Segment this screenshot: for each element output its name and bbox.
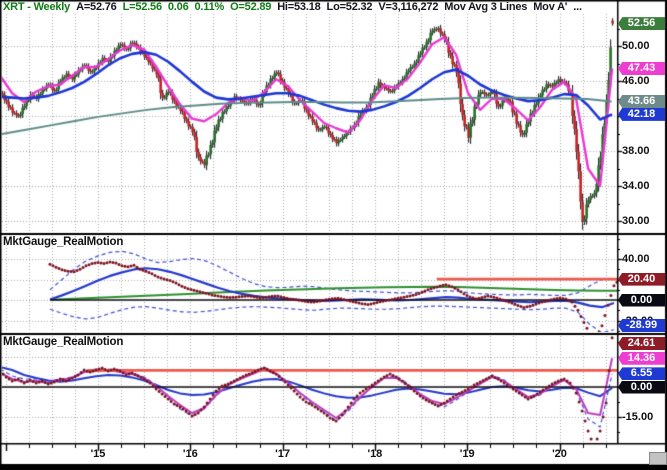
price-badge: 43.66 [618, 94, 665, 108]
price-badge: 20.40 [618, 272, 665, 286]
quote-field: Mov A' [533, 1, 568, 13]
y-axis-tick-label: 34.00 [622, 180, 650, 192]
price-badge: 24.61 [618, 337, 665, 350]
quote-fields: A=52.76 L=52.56 0.06 0.11% O=52.89 Hi=53.18 Lo… [76, 1, 582, 13]
x-axis-year-label: '17 [275, 448, 291, 460]
panel3-indicator-label: MktGauge_RealMotion [3, 336, 124, 348]
y-axis-tick-label: 38.00 [622, 145, 650, 157]
quote-field: O=52.89 [230, 1, 272, 13]
price-badge: -28.99 [618, 319, 665, 332]
y-axis-tick-label: -15.00 [622, 411, 654, 423]
quote-field: Mov Avg 3 Lines [444, 1, 528, 13]
y-axis-tick-label: 46.00 [622, 75, 650, 87]
price-badge: 0.00 [618, 380, 665, 394]
x-axis-year-label: '20 [552, 448, 567, 460]
price-badge: 47.43 [618, 61, 665, 75]
quote-field: Lo=52.32 [326, 1, 373, 13]
x-axis-year-label: '18 [367, 448, 383, 460]
symbol-label: XRT - Weekly [3, 1, 71, 13]
quote-field: V=3,116,272 [378, 1, 439, 13]
resize-grip[interactable] [649, 452, 667, 465]
x-axis-year-label: '16 [182, 448, 198, 460]
quote-field: Hi=53.18 [277, 1, 321, 13]
y-axis-tick-label: 50.00 [622, 40, 650, 52]
panel2-indicator-label: MktGauge_RealMotion [3, 236, 124, 248]
price-badge: 0.00 [618, 293, 665, 307]
price-badge: 6.55 [618, 367, 665, 381]
quote-field: 0.11% [194, 1, 225, 13]
quote-field: 0.06 [167, 1, 189, 13]
y-axis-tick-label: 30.00 [622, 215, 650, 227]
price-badge: 42.18 [618, 107, 665, 121]
quote-field: ... [573, 1, 582, 13]
x-axis-year-label: '15 [90, 448, 106, 460]
price-badge: 14.36 [618, 351, 665, 365]
price-badge: 52.56 [618, 17, 665, 31]
quote-field: A=52.76 [76, 1, 117, 13]
x-axis-year-label: '19 [459, 448, 475, 460]
y-axis-tick-label: 40.00 [622, 253, 650, 265]
chart-header: XRT - Weekly A=52.76 L=52.56 0.06 0.11% O=52… [3, 1, 582, 13]
quote-field: L=52.56 [122, 1, 162, 13]
